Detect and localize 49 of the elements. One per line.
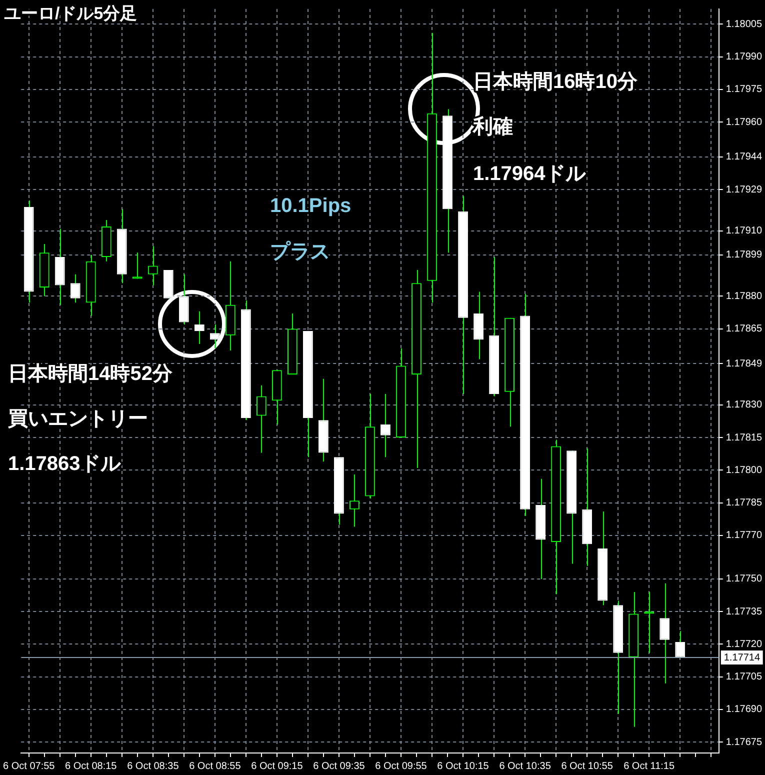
y-tick-label: 1.17990	[726, 52, 762, 63]
annotation: 日本時間16時10分	[473, 71, 638, 93]
annotation: 買いエントリー	[7, 408, 148, 430]
annotation: 日本時間14時52分	[8, 363, 174, 385]
x-tick-label: 6 Oct 09:15	[251, 760, 304, 772]
y-tick-label: 1.17944	[726, 152, 762, 163]
x-tick-label: 6 Oct 10:55	[561, 760, 614, 772]
y-tick-label: 1.17735	[726, 606, 762, 618]
annotation: 1.17863ドル	[8, 453, 122, 475]
y-tick-label: 1.17800	[726, 464, 762, 476]
annotation: 1.17964ドル	[473, 163, 586, 185]
candlestick	[644, 592, 654, 654]
candlestick	[132, 252, 142, 280]
x-tick-label: 6 Oct 10:35	[499, 760, 552, 772]
x-tick-label: 6 Oct 09:55	[375, 760, 428, 772]
candlestick	[210, 324, 220, 349]
y-tick-label: 1.17830	[726, 400, 762, 411]
candlestick	[194, 310, 204, 345]
candlestick	[380, 394, 390, 458]
x-tick-label: 6 Oct 08:35	[127, 760, 180, 772]
ref-line-label: 1.17714	[724, 652, 760, 664]
x-tick-label: 6 Oct 09:35	[313, 760, 366, 772]
y-tick-label: 1.17865	[726, 324, 762, 335]
y-tick-label: 1.17750	[726, 574, 762, 585]
y-tick-label: 1.17880	[726, 290, 762, 302]
chart-title: ユーロ/ドル5分足	[4, 4, 138, 23]
x-tick-label: 6 Oct 11:15	[624, 760, 675, 772]
y-tick-label: 1.17960	[726, 116, 762, 128]
y-tick-label: 1.17975	[726, 84, 762, 96]
y-tick-label: 1.17675	[726, 736, 762, 748]
y-tick-label: 1.17705	[726, 672, 762, 683]
y-tick-label: 1.17815	[726, 432, 762, 444]
annotation: プラス	[270, 240, 330, 263]
y-tick-label: 1.18005	[726, 18, 762, 30]
y-tick-label: 1.17929	[726, 184, 762, 196]
x-tick-label: 6 Oct 07:55	[3, 760, 56, 772]
y-tick-label: 1.17690	[726, 704, 762, 716]
x-tick-label: 6 Oct 10:15	[437, 760, 490, 772]
x-tick-label: 6 Oct 08:15	[65, 760, 118, 772]
x-tick-label: 6 Oct 08:55	[189, 760, 242, 772]
y-tick-label: 1.17899	[726, 250, 762, 261]
y-tick-label: 1.17910	[726, 226, 762, 237]
y-tick-label: 1.17770	[726, 530, 762, 542]
annotation: 10.1Pips	[270, 195, 352, 217]
y-tick-label: 1.17720	[726, 638, 762, 650]
y-tick-label: 1.17785	[726, 498, 762, 509]
candlestick	[256, 384, 266, 454]
y-tick-label: 1.17849	[726, 358, 762, 370]
candlestick	[660, 582, 670, 684]
